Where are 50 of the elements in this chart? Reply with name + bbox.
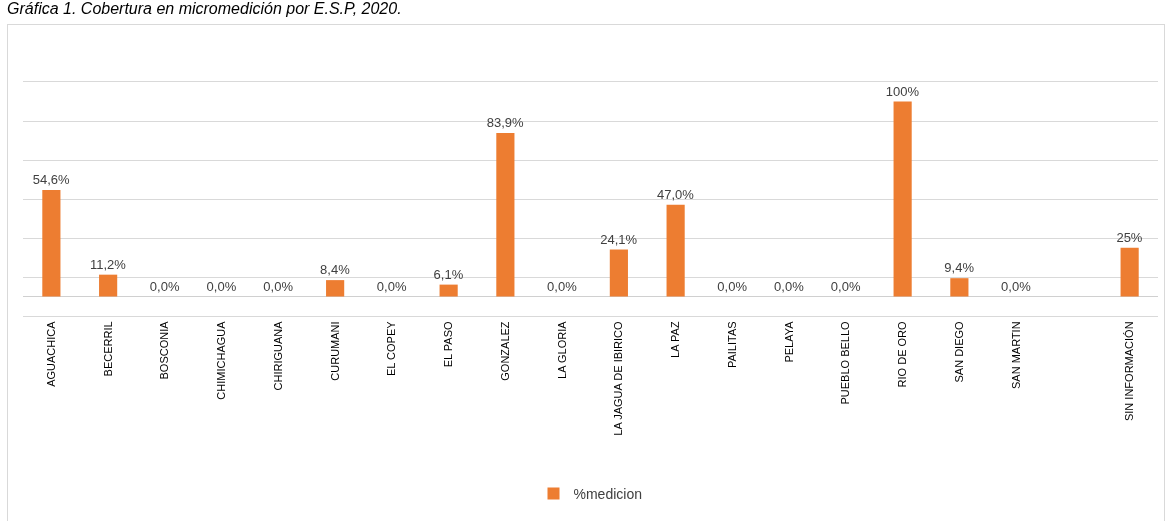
bar — [1120, 247, 1139, 297]
bar — [496, 132, 515, 297]
bar — [893, 101, 912, 297]
data-label: 100% — [885, 83, 920, 99]
data-label: 11,2% — [89, 256, 127, 272]
data-label: 0,0% — [206, 278, 237, 294]
data-label: 0,0% — [830, 278, 861, 294]
x-tick-label: CURUMANI — [328, 321, 341, 381]
x-tick-label: EL COPEY — [385, 320, 398, 377]
x-tick-label: BOSCONIA — [158, 320, 171, 380]
bar — [99, 274, 118, 297]
data-label: 6,1% — [433, 266, 464, 282]
x-tick-label: SIN INFORMACIÓN — [1123, 321, 1136, 422]
data-label: 0,0% — [547, 278, 578, 294]
bar — [666, 204, 685, 297]
x-tick-label: SAN DIEGO — [952, 320, 965, 383]
chart-title: Gráfica 1. Cobertura en micromedición por E.S.P, 2020. — [7, 0, 402, 17]
data-label: 0,0% — [376, 278, 407, 294]
data-label: 0,0% — [263, 278, 294, 294]
bar — [439, 284, 458, 297]
x-tick-label: PUEBLO BELLO — [839, 320, 852, 405]
bar — [950, 278, 969, 297]
data-label: 0,0% — [149, 278, 180, 294]
x-tick-label: RIO DE ORO — [896, 320, 909, 388]
x-tick-label: AGUACHICA — [44, 320, 57, 387]
data-label: 8,4% — [320, 262, 351, 278]
x-tick-label: EL PASO — [442, 320, 455, 368]
x-tick-label: LA JAGUA DE IBIRICO — [612, 320, 625, 436]
x-tick-label: CHIRIGUANA — [271, 320, 284, 391]
bar — [609, 249, 628, 297]
x-tick-label: PELAYA — [782, 320, 795, 363]
legend-label: %medicion — [573, 485, 642, 502]
data-label: 25% — [1116, 229, 1143, 245]
data-label: 83,9% — [486, 114, 525, 130]
x-tick-label: GONZALEZ — [498, 321, 511, 381]
data-label: 0,0% — [774, 278, 805, 294]
x-tick-label: LA PAZ — [669, 321, 682, 358]
data-label: 0,0% — [1001, 278, 1032, 294]
bar — [326, 280, 345, 297]
x-tick-label: PAILITAS — [725, 321, 738, 369]
data-label: 24,1% — [600, 231, 638, 247]
x-tick-label: CHIMICHAGUA — [215, 320, 228, 400]
x-tick-label: SAN MARTIN — [1009, 321, 1022, 390]
data-label: 54,6% — [32, 172, 71, 188]
data-label: 47,0% — [656, 186, 695, 202]
data-label: 0,0% — [717, 278, 748, 294]
bar — [42, 190, 61, 297]
data-label: 9,4% — [944, 260, 975, 276]
x-tick-label: BECERRIL — [101, 321, 114, 377]
x-tick-label: LA GLORIA — [555, 320, 568, 379]
